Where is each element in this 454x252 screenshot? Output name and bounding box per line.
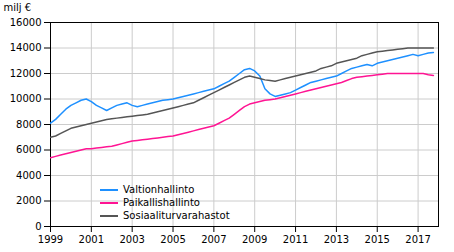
svg-text:2007: 2007	[201, 234, 226, 245]
svg-text:4000: 4000	[16, 170, 41, 181]
svg-text:2001: 2001	[79, 234, 104, 245]
svg-text:2005: 2005	[160, 234, 185, 245]
svg-text:2000: 2000	[16, 195, 41, 206]
svg-text:0: 0	[35, 221, 41, 232]
html-text:Sosiaaliturvarahastot: Sosiaaliturvarahastot	[123, 210, 230, 221]
svg-text:10000: 10000	[10, 93, 42, 104]
svg-text:6000: 6000	[16, 144, 41, 155]
svg-text:12000: 12000	[10, 68, 42, 79]
svg-text:2003: 2003	[119, 234, 144, 245]
svg-text:1999: 1999	[38, 234, 63, 245]
svg-text:2015: 2015	[365, 234, 390, 245]
svg-text:2011: 2011	[283, 234, 308, 245]
svg-text:milj €: milj €	[4, 2, 32, 13]
html-text:Paikallishallinto: Paikallishallinto	[123, 197, 200, 208]
svg-text:16000: 16000	[10, 17, 42, 28]
svg-text:14000: 14000	[10, 42, 42, 53]
svg-text:2009: 2009	[242, 234, 267, 245]
html-text:Valtionhallinto: Valtionhallinto	[123, 184, 195, 195]
svg-text:8000: 8000	[16, 119, 41, 130]
svg-text:2013: 2013	[324, 234, 349, 245]
svg-text:2017: 2017	[405, 234, 430, 245]
